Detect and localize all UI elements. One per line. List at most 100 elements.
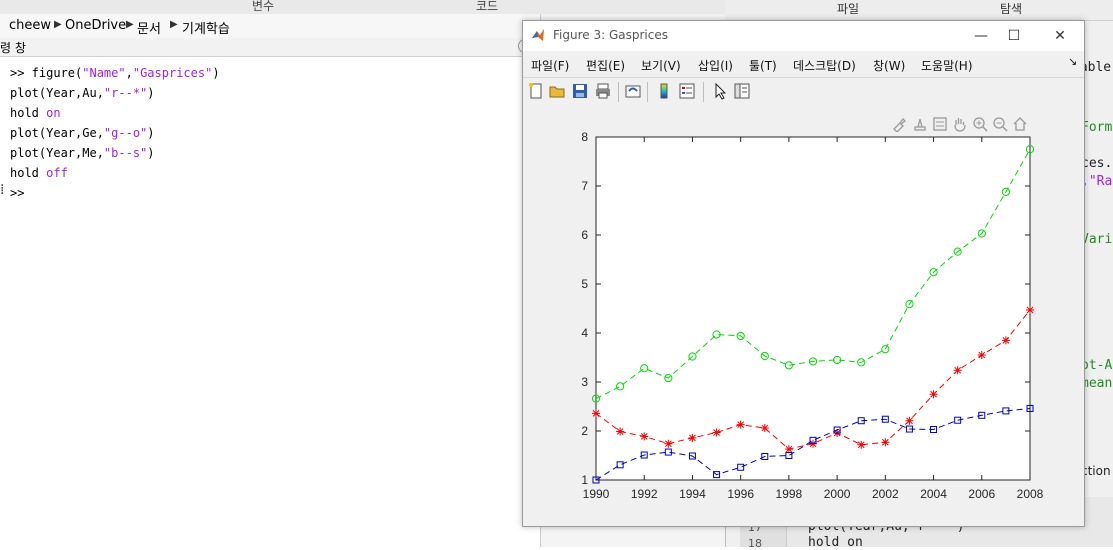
data-point[interactable] (1001, 336, 1010, 345)
data-point[interactable] (664, 373, 673, 383)
command-window[interactable]: >> figure("Name","Gasprices") plot(Year,A… (0, 57, 541, 547)
data-point[interactable] (1002, 407, 1010, 415)
data-point[interactable] (736, 420, 745, 429)
colorbar-icon[interactable] (655, 82, 673, 100)
data-point[interactable] (953, 366, 962, 375)
data-point[interactable] (930, 426, 938, 434)
data-point[interactable] (736, 331, 745, 341)
data-point[interactable] (592, 476, 600, 484)
data-point[interactable] (712, 428, 721, 437)
data-point[interactable] (833, 426, 841, 434)
data-point[interactable] (688, 433, 697, 442)
data-tip-icon[interactable] (912, 116, 928, 132)
home-icon[interactable] (1012, 116, 1028, 132)
data-point[interactable] (760, 424, 769, 433)
data-point[interactable] (1025, 145, 1035, 154)
data-point[interactable] (857, 440, 866, 449)
data-cursor-icon[interactable] (932, 116, 948, 132)
data-point[interactable] (784, 361, 793, 370)
menu-help[interactable]: 도움말(H) (921, 59, 973, 73)
data-point[interactable] (905, 299, 914, 309)
menu-dock-arrow-icon[interactable]: ↘ (1068, 55, 1078, 68)
zoom-out-icon[interactable] (992, 116, 1008, 132)
menu-window[interactable]: 창(W) (873, 59, 906, 73)
data-point[interactable] (978, 411, 986, 419)
data-point[interactable] (616, 382, 625, 391)
data-point[interactable] (664, 439, 673, 448)
data-point[interactable] (712, 330, 721, 339)
menu-file[interactable]: 파일(F) (531, 59, 570, 73)
series-line-3[interactable] (595, 408, 1031, 481)
close-button[interactable]: ✕ (1054, 28, 1066, 44)
data-point[interactable] (953, 247, 962, 256)
explore-tab[interactable]: 탐색 (1000, 2, 1023, 16)
data-point[interactable] (688, 452, 696, 460)
legend-icon[interactable] (678, 82, 696, 100)
figure-canvas[interactable]: 1990 1992 1994 1996 1998 2000 2002 2004 2006 2008… (523, 106, 1084, 526)
series-line-2[interactable] (595, 149, 1031, 400)
new-figure-icon[interactable] (527, 82, 545, 100)
breadcrumb-arrow-icon[interactable]: ▶ (170, 19, 178, 30)
breadcrumb-item-cheew[interactable]: cheew (9, 18, 52, 33)
panel-resize-handle-icon[interactable]: ⁞ (0, 182, 5, 198)
data-point[interactable] (785, 452, 793, 459)
data-point[interactable] (760, 351, 769, 361)
data-point[interactable] (664, 448, 672, 456)
zoom-in-icon[interactable] (972, 116, 988, 132)
data-point[interactable] (688, 352, 697, 361)
breadcrumb-item-onedrive[interactable]: OneDrive (65, 18, 127, 33)
data-point[interactable] (954, 416, 962, 424)
menu-tools[interactable]: 툴(T) (749, 59, 777, 73)
data-point[interactable] (784, 445, 793, 454)
pointer-icon[interactable] (711, 82, 729, 100)
data-point[interactable] (592, 409, 600, 418)
data-point[interactable] (616, 461, 624, 469)
data-point[interactable] (737, 463, 745, 471)
data-point[interactable] (808, 357, 818, 366)
minimize-button[interactable]: — (974, 28, 988, 44)
data-point[interactable] (713, 471, 721, 479)
data-point[interactable] (857, 358, 866, 367)
data-point[interactable] (640, 451, 648, 459)
breadcrumb-arrow-icon[interactable]: ▶ (126, 19, 134, 30)
data-point[interactable] (929, 268, 938, 277)
brush-icon[interactable] (891, 116, 907, 132)
line-chart[interactable]: 1990 1992 1994 1996 1998 2000 2002 2004 2006 2008… (523, 106, 1084, 526)
data-point[interactable] (616, 427, 625, 436)
menu-desktop[interactable]: 데스크탑(D) (793, 59, 856, 73)
breadcrumb-item-machine-learning[interactable]: 기계학습 (182, 22, 230, 37)
pan-icon[interactable] (952, 116, 968, 132)
data-point[interactable] (640, 364, 649, 373)
save-icon[interactable] (571, 82, 589, 100)
data-point[interactable] (640, 432, 649, 441)
property-editor-icon[interactable] (733, 82, 751, 100)
data-point[interactable] (881, 345, 890, 354)
data-point[interactable] (857, 417, 865, 425)
data-point[interactable] (905, 425, 913, 433)
figure-title-bar[interactable]: Figure 3: Gasprices — ☐ ✕ (523, 21, 1084, 51)
data-point[interactable] (833, 355, 842, 365)
data-point[interactable] (1026, 305, 1034, 314)
open-icon[interactable] (548, 82, 566, 100)
data-point[interactable] (881, 438, 890, 447)
menu-edit[interactable]: 편집(E) (586, 59, 626, 73)
menu-insert[interactable]: 삽입(I) (698, 59, 733, 73)
maximize-button[interactable]: ☐ (1007, 28, 1021, 44)
data-point[interactable] (881, 415, 889, 423)
figure-window[interactable]: Figure 3: Gasprices — ☐ ✕ 파일(F) 편집(E) 보기… (522, 20, 1085, 527)
data-point[interactable] (977, 229, 986, 238)
menu-view[interactable]: 보기(V) (641, 59, 681, 73)
breadcrumb-item-documents[interactable]: 문서 (137, 22, 161, 37)
data-point[interactable] (929, 390, 938, 399)
file-tab[interactable]: 파일 (837, 2, 860, 16)
data-point[interactable] (761, 452, 769, 460)
data-point[interactable] (1001, 187, 1010, 196)
data-point[interactable] (591, 394, 601, 403)
link-icon[interactable] (624, 82, 642, 100)
data-point[interactable] (1026, 404, 1034, 412)
data-point[interactable] (809, 436, 817, 444)
print-icon[interactable] (594, 82, 612, 100)
data-point[interactable] (905, 416, 914, 425)
data-point[interactable] (977, 351, 986, 360)
breadcrumb-arrow-icon[interactable]: ▶ (54, 19, 62, 30)
